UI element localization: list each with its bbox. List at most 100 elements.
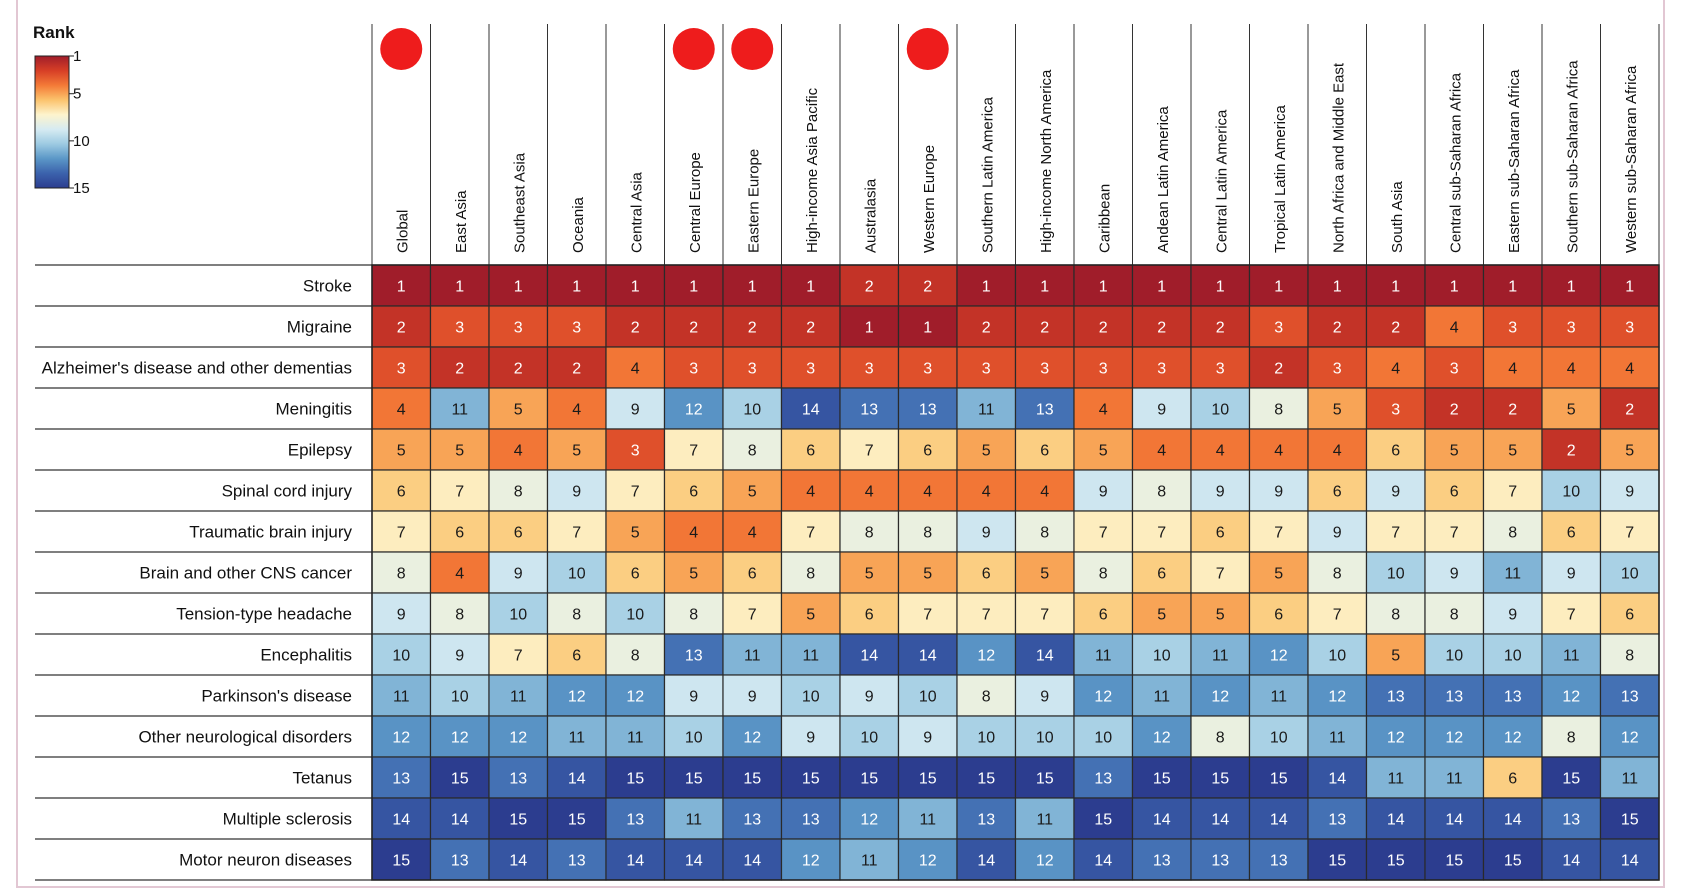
heatmap-cell [488, 592, 549, 635]
cell-value: 3 [397, 361, 406, 378]
cell-value: 10 [392, 648, 410, 665]
cell-value: 4 [631, 361, 640, 378]
cell-value: 15 [1504, 853, 1522, 870]
cell-value: 9 [1274, 484, 1283, 501]
row-label-traumatic-brain-injury: Traumatic brain injury [189, 523, 352, 542]
cell-value: 4 [572, 402, 581, 419]
heatmap-cell [546, 387, 607, 430]
heatmap-cell [722, 633, 783, 676]
cell-value: 14 [1211, 812, 1229, 829]
heatmap-cell [1599, 469, 1660, 512]
heatmap-cell [1248, 346, 1309, 389]
cell-value: 14 [451, 812, 469, 829]
cell-value: 7 [865, 443, 874, 460]
cell-value: 4 [1567, 361, 1576, 378]
cell-value: 1 [1274, 279, 1283, 296]
cell-value: 14 [1094, 853, 1112, 870]
cell-value: 6 [1216, 525, 1225, 542]
cell-value: 9 [1391, 484, 1400, 501]
cell-value: 13 [743, 812, 761, 829]
cell-value: 13 [1211, 853, 1229, 870]
column-label-global: Global [394, 210, 411, 253]
heatmap-cell [1073, 469, 1134, 512]
row-label-tetanus: Tetanus [292, 769, 352, 788]
cell-value: 14 [1270, 812, 1288, 829]
heatmap-cell [488, 756, 549, 799]
cell-value: 15 [1621, 812, 1639, 829]
heatmap-cell [1424, 674, 1485, 717]
heatmap-cell [1482, 633, 1543, 676]
cell-value: 10 [1328, 648, 1346, 665]
heatmap-cell [1073, 264, 1134, 307]
cell-value: 15 [392, 853, 410, 870]
row-label-other-neurological-disorders: Other neurological disorders [138, 728, 352, 747]
cell-value: 12 [1504, 730, 1522, 747]
cell-value: 12 [1445, 730, 1463, 747]
cell-value: 7 [1216, 566, 1225, 583]
cell-value: 1 [1450, 279, 1459, 296]
heatmap-cell [1014, 469, 1075, 512]
cell-value: 15 [1445, 853, 1463, 870]
heatmap-cell [839, 510, 900, 553]
cell-value: 4 [1157, 443, 1166, 460]
heatmap-cell [1541, 674, 1602, 717]
cell-value: 7 [631, 484, 640, 501]
heatmap-cell [605, 674, 666, 717]
cell-value: 15 [1562, 771, 1580, 788]
heatmap-cell [780, 264, 841, 307]
cell-value: 2 [865, 279, 874, 296]
heatmap-cell [1482, 592, 1543, 635]
heatmap-cell [722, 715, 783, 758]
heatmap-cell [839, 797, 900, 840]
cell-value: 1 [455, 279, 464, 296]
cell-value: 10 [1094, 730, 1112, 747]
cell-value: 2 [1157, 320, 1166, 337]
heatmap-cell [1599, 633, 1660, 676]
cell-value: 6 [689, 484, 698, 501]
heatmap-cell [1131, 633, 1192, 676]
cell-value: 1 [631, 279, 640, 296]
cell-value: 10 [1504, 648, 1522, 665]
heatmap-cell [1131, 428, 1192, 471]
heatmap-cell [546, 305, 607, 348]
heatmap-cell [546, 428, 607, 471]
cell-value: 10 [1153, 648, 1171, 665]
cell-value: 14 [1504, 812, 1522, 829]
cell-value: 11 [861, 853, 878, 870]
heatmap-cell [1014, 797, 1075, 840]
heatmap-cell [780, 305, 841, 348]
grid-border [371, 264, 1660, 881]
cell-value: 6 [455, 525, 464, 542]
heatmap-cell [1307, 838, 1368, 881]
cell-value: 1 [689, 279, 698, 296]
cell-value: 15 [919, 771, 937, 788]
cell-value: 15 [626, 771, 644, 788]
heatmap-cell [1424, 797, 1485, 840]
heatmap-cell [1131, 510, 1192, 553]
heatmap-cell [488, 633, 549, 676]
cell-value: 9 [865, 689, 874, 706]
cell-value: 1 [923, 320, 932, 337]
heatmap-cell [1482, 346, 1543, 389]
cell-value: 5 [748, 484, 757, 501]
cell-value: 11 [1153, 689, 1170, 706]
heatmap-cell [1424, 838, 1485, 881]
column-label-central-sub-saharan-africa: Central sub-Saharan Africa [1447, 72, 1464, 253]
heatmap-cell [1424, 264, 1485, 307]
cell-value: 6 [1040, 443, 1049, 460]
cell-value: 3 [514, 320, 523, 337]
cell-value: 6 [1450, 484, 1459, 501]
cell-value: 6 [397, 484, 406, 501]
heatmap-cell [956, 797, 1017, 840]
heatmap-cell [663, 510, 724, 553]
legend-tick-label: 10 [73, 133, 90, 150]
cell-value: 13 [802, 812, 820, 829]
cell-value: 8 [1625, 648, 1634, 665]
cell-value: 10 [1270, 730, 1288, 747]
cell-value: 2 [1274, 361, 1283, 378]
cell-value: 10 [568, 566, 586, 583]
heatmap-cell [546, 797, 607, 840]
cell-value: 1 [514, 279, 523, 296]
heatmap-cell [605, 428, 666, 471]
